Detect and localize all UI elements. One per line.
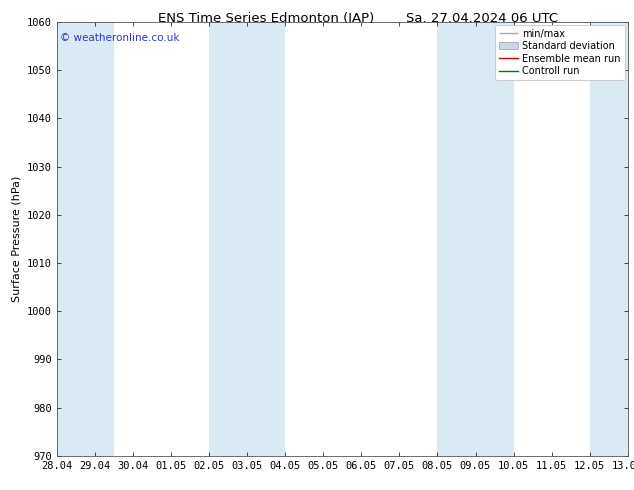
Text: Sa. 27.04.2024 06 UTC: Sa. 27.04.2024 06 UTC [406,12,558,25]
Text: ENS Time Series Edmonton (IAP): ENS Time Series Edmonton (IAP) [158,12,375,25]
Bar [57,22,114,456]
Y-axis label: Surface Pressure (hPa): Surface Pressure (hPa) [11,176,22,302]
Text: © weatheronline.co.uk: © weatheronline.co.uk [60,33,179,43]
Bar [590,22,634,456]
Bar [437,22,514,456]
Legend: min/max, Standard deviation, Ensemble mean run, Controll run: min/max, Standard deviation, Ensemble me… [495,25,624,80]
Bar [209,22,285,456]
